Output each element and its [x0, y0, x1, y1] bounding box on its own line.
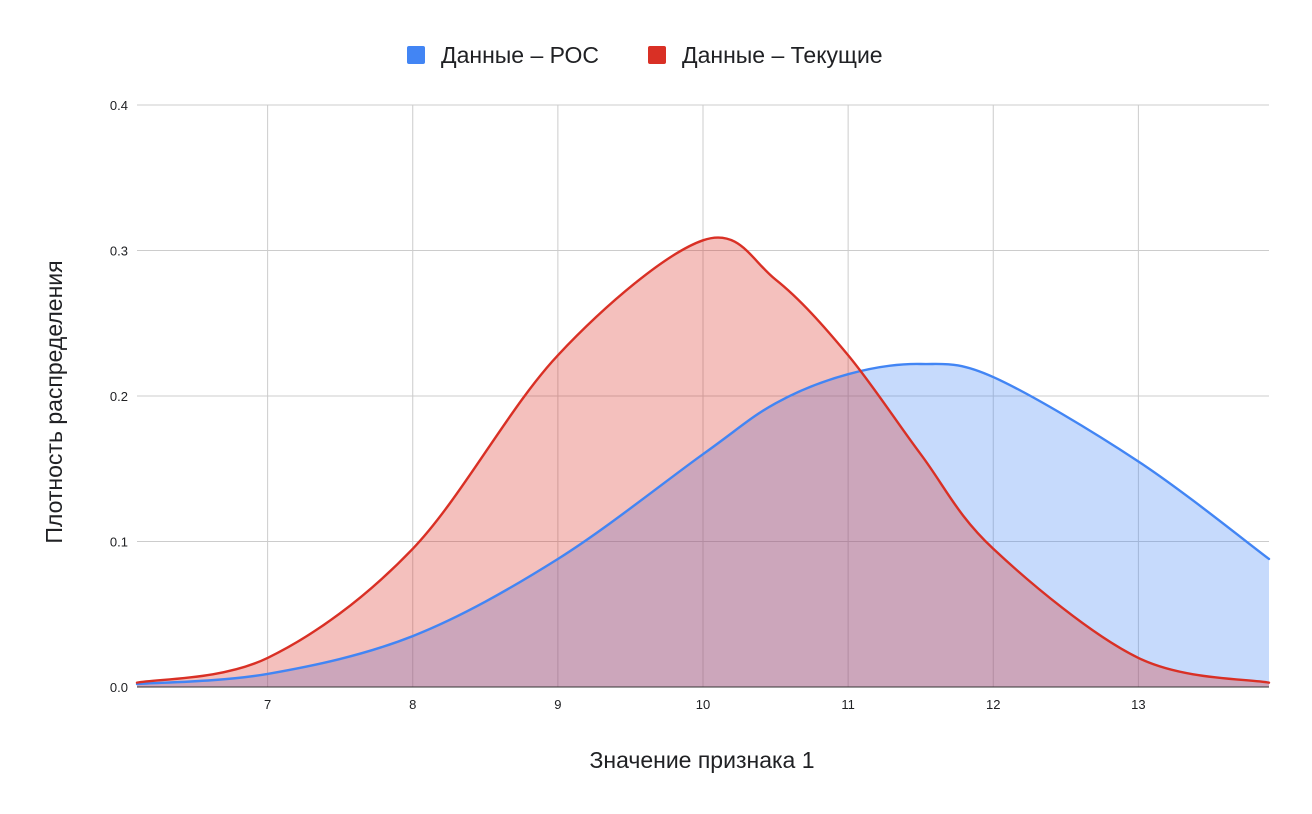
y-tick-label: 0.1	[110, 535, 128, 550]
series-area-2	[137, 237, 1269, 687]
x-tick-label: 9	[554, 697, 561, 712]
x-tick-label: 8	[409, 697, 416, 712]
x-tick-label: 13	[1131, 697, 1145, 712]
y-tick-label: 0.0	[110, 680, 128, 695]
x-tick-label: 10	[696, 697, 710, 712]
x-axis-title: Значение признака 1	[589, 747, 814, 773]
grid	[137, 104, 1269, 687]
y-tick-label: 0.4	[110, 98, 128, 113]
x-tick-label: 7	[264, 697, 271, 712]
y-tick-labels: 0.0 0.1 0.2 0.3 0.4	[110, 98, 128, 695]
y-tick-label: 0.2	[110, 389, 128, 404]
series-areas	[137, 237, 1269, 687]
legend-item-series-2[interactable]: Данные – Текущие	[648, 42, 883, 68]
legend-swatch-series-1	[407, 46, 425, 64]
series-line-1[interactable]	[135, 362, 1271, 686]
y-axis-title: Плотность распределения	[41, 260, 67, 543]
legend-label-series-2: Данные – Текущие	[682, 42, 883, 68]
series-lines	[135, 236, 1271, 686]
x-tick-label: 11	[841, 697, 855, 712]
series-area-1	[137, 363, 1269, 687]
y-tick-label: 0.3	[110, 244, 128, 259]
legend-label-series-1: Данные – РОС	[441, 42, 599, 68]
series-line-2[interactable]	[135, 236, 1271, 684]
legend-swatch-series-2	[648, 46, 666, 64]
x-tick-label: 12	[986, 697, 1000, 712]
x-tick-labels: 7 8 9 10 11 12 13	[264, 697, 1146, 712]
legend: Данные – РОС Данные – Текущие	[407, 42, 883, 68]
legend-item-series-1[interactable]: Данные – РОС	[407, 42, 599, 68]
